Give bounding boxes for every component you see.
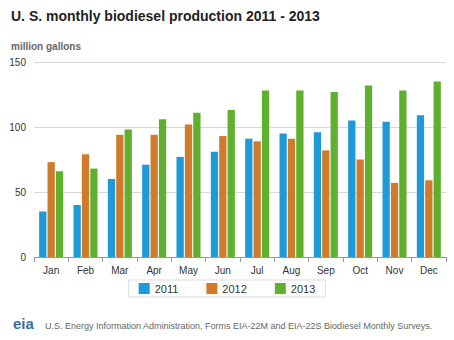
- svg-text:2013: 2013: [291, 283, 315, 295]
- svg-text:Jan: Jan: [43, 265, 59, 276]
- svg-text:Apr: Apr: [146, 265, 162, 276]
- svg-text:100: 100: [9, 122, 26, 133]
- svg-text:Aug: Aug: [283, 265, 301, 276]
- svg-text:Oct: Oct: [352, 265, 368, 276]
- svg-text:Jun: Jun: [215, 265, 231, 276]
- svg-text:Nov: Nov: [386, 265, 404, 276]
- svg-text:May: May: [179, 265, 198, 276]
- svg-text:U. S. monthly biodiesel produc: U. S. monthly biodiesel production 2011 …: [11, 8, 320, 24]
- svg-text:50: 50: [15, 187, 27, 198]
- svg-text:150: 150: [9, 57, 26, 68]
- svg-text:U.S. Energy Information Admini: U.S. Energy Information Administration, …: [45, 321, 432, 331]
- svg-text:2011: 2011: [155, 283, 179, 295]
- svg-text:Jul: Jul: [251, 265, 264, 276]
- svg-text:million gallons: million gallons: [11, 41, 81, 52]
- svg-text:2012: 2012: [222, 283, 246, 295]
- svg-text:Sep: Sep: [317, 265, 335, 276]
- svg-text:Dec: Dec: [420, 265, 438, 276]
- svg-text:Mar: Mar: [111, 265, 129, 276]
- svg-text:eia: eia: [13, 315, 35, 332]
- svg-text:Feb: Feb: [77, 265, 95, 276]
- svg-text:0: 0: [20, 252, 26, 263]
